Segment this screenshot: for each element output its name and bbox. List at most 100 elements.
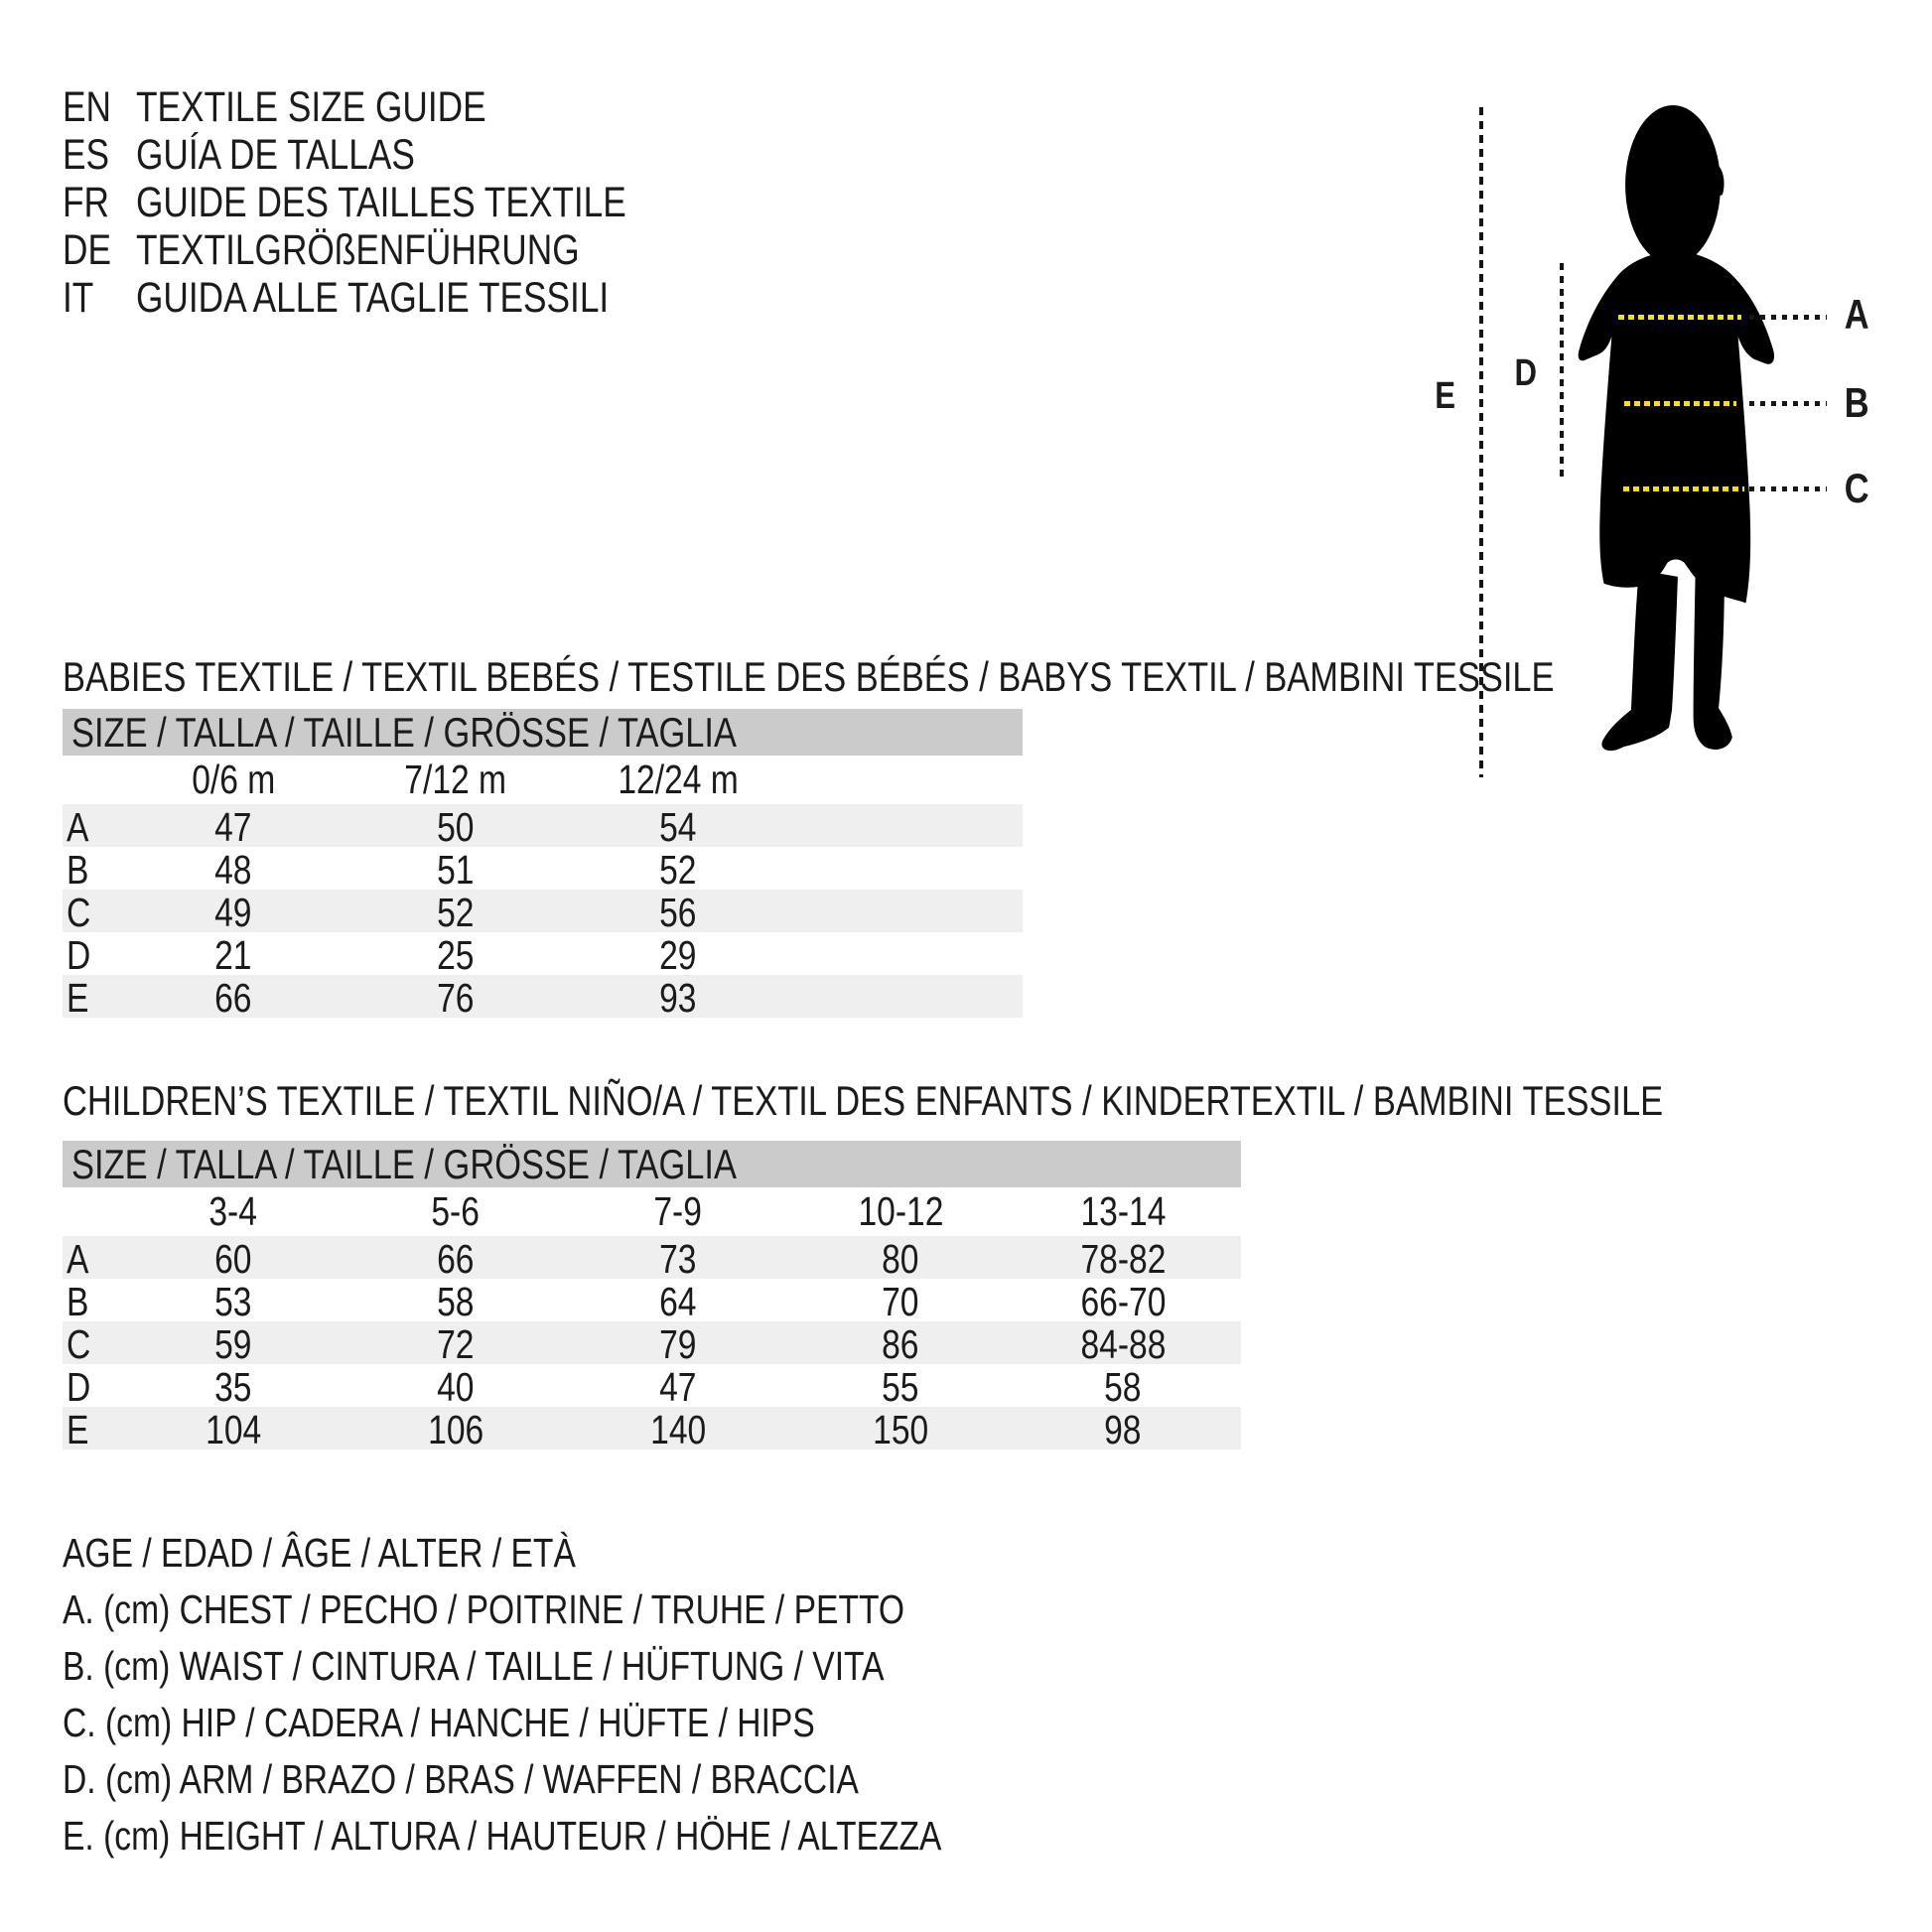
column-header: 7/12 m bbox=[404, 757, 507, 802]
cell: 84-88 bbox=[1080, 1321, 1166, 1367]
column-header: 0/6 m bbox=[191, 757, 276, 802]
cell: 98 bbox=[1104, 1407, 1142, 1452]
cell: 66-70 bbox=[1080, 1279, 1166, 1324]
babies-column-header-row: 0/6 m 7/12 m 12/24 m bbox=[63, 756, 1023, 804]
cell: 40 bbox=[437, 1364, 475, 1410]
cell: 53 bbox=[214, 1279, 252, 1324]
column-header: 12/24 m bbox=[618, 757, 739, 802]
column-header: 5-6 bbox=[431, 1188, 481, 1234]
children-column-header-row: 3-4 5-6 7-9 10-12 13-14 bbox=[63, 1187, 1241, 1236]
cell: 73 bbox=[659, 1236, 697, 1282]
cell: 48 bbox=[214, 847, 252, 893]
cell: 104 bbox=[205, 1407, 262, 1452]
cell: 35 bbox=[214, 1364, 252, 1410]
column-header: 7-9 bbox=[653, 1188, 703, 1234]
cell: 54 bbox=[659, 804, 697, 850]
size-header-bar: SIZE / TALLA / TAILLE / GRÖSSE / TAGLIA bbox=[63, 709, 1023, 756]
row-label: D bbox=[67, 1364, 91, 1410]
cell: 70 bbox=[882, 1279, 919, 1324]
cell: 52 bbox=[437, 890, 475, 935]
cell: 21 bbox=[214, 932, 252, 978]
row-label: D bbox=[67, 932, 91, 978]
row-label: A bbox=[67, 1236, 89, 1282]
waist-line-b-leader bbox=[1749, 401, 1827, 406]
table-row-a: A 60 66 73 80 78-82 bbox=[63, 1236, 1241, 1282]
babies-size-table: SIZE / TALLA / TAILLE / GRÖSSE / TAGLIA … bbox=[63, 709, 1023, 1021]
language-code: EN bbox=[63, 83, 111, 131]
cell: 79 bbox=[659, 1321, 697, 1367]
hip-line-c-leader bbox=[1749, 486, 1827, 491]
arm-line-d bbox=[1560, 263, 1564, 478]
legend-line-hip: C. (cm) HIP / CADERA / HANCHE / HÜFTE / … bbox=[63, 1700, 815, 1745]
cell: 86 bbox=[882, 1321, 919, 1367]
measurement-legend: AGE / EDAD / ÂGE / ALTER / ETÀ A. (cm) C… bbox=[63, 1525, 1135, 1864]
table-row-c: C 59 72 79 86 84-88 bbox=[63, 1321, 1241, 1367]
language-row-fr: FR GUIDE DES TAILLES TEXTILE bbox=[63, 179, 734, 226]
cell: 78-82 bbox=[1080, 1236, 1166, 1282]
cell: 49 bbox=[214, 890, 252, 935]
language-code: ES bbox=[63, 131, 110, 179]
cell: 25 bbox=[437, 932, 475, 978]
language-title: GUIDE DES TAILLES TEXTILE bbox=[136, 179, 626, 226]
cell: 58 bbox=[437, 1279, 475, 1324]
chest-line-a bbox=[1618, 315, 1741, 320]
language-code: IT bbox=[63, 274, 94, 322]
legend-line-height: E. (cm) HEIGHT / ALTURA / HAUTEUR / HÖHE… bbox=[63, 1813, 942, 1859]
size-header-bar: SIZE / TALLA / TAILLE / GRÖSSE / TAGLIA bbox=[63, 1141, 1241, 1187]
cell: 66 bbox=[214, 975, 252, 1021]
cell: 29 bbox=[659, 932, 697, 978]
language-header: EN TEXTILE SIZE GUIDE ES GUÍA DE TALLAS … bbox=[63, 83, 734, 322]
cell: 55 bbox=[882, 1364, 919, 1410]
children-size-table: SIZE / TALLA / TAILLE / GRÖSSE / TAGLIA … bbox=[63, 1141, 1241, 1452]
measure-label-b: B bbox=[1844, 379, 1869, 426]
cell: 140 bbox=[649, 1407, 707, 1452]
cell: 93 bbox=[659, 975, 697, 1021]
language-row-es: ES GUÍA DE TALLAS bbox=[63, 131, 734, 179]
column-header: 10-12 bbox=[858, 1188, 943, 1234]
cell: 72 bbox=[437, 1321, 475, 1367]
row-label: C bbox=[67, 1321, 91, 1367]
language-code: FR bbox=[63, 179, 110, 226]
language-title: GUÍA DE TALLAS bbox=[136, 131, 415, 179]
cell: 80 bbox=[882, 1236, 919, 1282]
language-row-de: DE TEXTILGRÖßENFÜHRUNG bbox=[63, 226, 734, 274]
cell: 60 bbox=[214, 1236, 252, 1282]
row-label: B bbox=[67, 1279, 89, 1324]
cell: 50 bbox=[437, 804, 475, 850]
cell: 106 bbox=[427, 1407, 484, 1452]
cell: 66 bbox=[437, 1236, 475, 1282]
cell: 52 bbox=[659, 847, 697, 893]
row-label: E bbox=[67, 1407, 89, 1452]
cell: 64 bbox=[659, 1279, 697, 1324]
language-row-it: IT GUIDA ALLE TAGLIE TESSILI bbox=[63, 274, 734, 322]
table-row-e: E 66 76 93 bbox=[63, 975, 1023, 1021]
language-code: DE bbox=[63, 226, 111, 274]
cell: 47 bbox=[214, 804, 252, 850]
cell: 56 bbox=[659, 890, 697, 935]
legend-line-waist: B. (cm) WAIST / CINTURA / TAILLE / HÜFTU… bbox=[63, 1643, 885, 1689]
table-row-b: B 53 58 64 70 66-70 bbox=[63, 1279, 1241, 1324]
row-label: A bbox=[67, 804, 89, 850]
column-header: 13-14 bbox=[1080, 1188, 1166, 1234]
measure-label-d: D bbox=[1514, 352, 1538, 394]
language-title: TEXTILGRÖßENFÜHRUNG bbox=[136, 226, 580, 274]
measurement-figure: E D A B C bbox=[1430, 84, 1896, 789]
legend-line-age: AGE / EDAD / ÂGE / ALTER / ETÀ bbox=[63, 1530, 576, 1576]
chest-line-a-leader bbox=[1749, 315, 1827, 320]
table-row-d: D 21 25 29 bbox=[63, 932, 1023, 978]
height-line-e bbox=[1479, 107, 1483, 777]
babies-section-title: BABIES TEXTILE / TEXTIL BEBÉS / TESTILE … bbox=[63, 653, 1555, 700]
cell: 76 bbox=[437, 975, 475, 1021]
legend-line-chest: A. (cm) CHEST / PECHO / POITRINE / TRUHE… bbox=[63, 1587, 905, 1632]
legend-line-arm: D. (cm) ARM / BRAZO / BRAS / WAFFEN / BR… bbox=[63, 1756, 859, 1802]
row-label: B bbox=[67, 847, 89, 893]
language-row-en: EN TEXTILE SIZE GUIDE bbox=[63, 83, 734, 131]
language-title: TEXTILE SIZE GUIDE bbox=[136, 83, 486, 131]
table-row-d: D 35 40 47 55 58 bbox=[63, 1364, 1241, 1410]
cell: 58 bbox=[1104, 1364, 1142, 1410]
language-title: GUIDA ALLE TAGLIE TESSILI bbox=[136, 274, 610, 322]
children-section-title: CHILDREN’S TEXTILE / TEXTIL NIÑO/A / TEX… bbox=[63, 1077, 1664, 1124]
row-label: E bbox=[67, 975, 89, 1021]
table-row-c: C 49 52 56 bbox=[63, 890, 1023, 935]
